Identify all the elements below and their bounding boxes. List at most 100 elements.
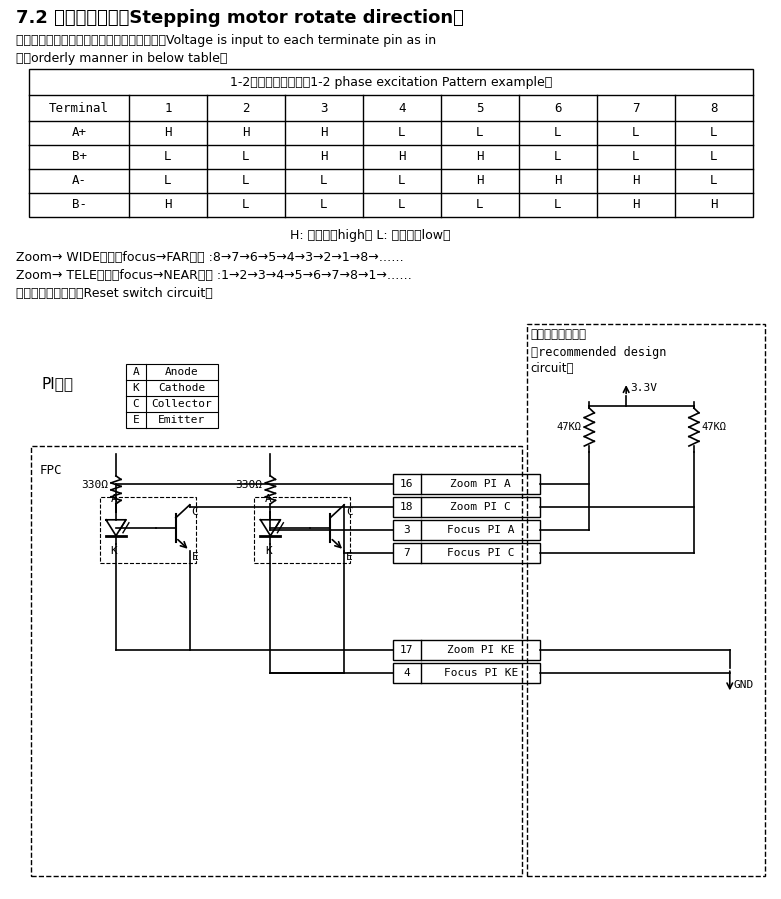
Bar <box>526 325 765 876</box>
Text: A: A <box>265 494 272 503</box>
Text: H: H <box>320 150 327 164</box>
Text: L: L <box>164 174 172 187</box>
Text: C: C <box>346 507 353 517</box>
Bar <box>100 497 196 563</box>
Bar <box>393 543 540 563</box>
Bar <box>255 497 350 563</box>
Text: B+: B+ <box>72 150 87 164</box>
Text: L: L <box>476 127 483 139</box>
Text: 330Ω: 330Ω <box>81 480 108 490</box>
Text: L: L <box>242 199 250 211</box>
Text: 复位开关电路（Reset switch circuit）: 复位开关电路（Reset switch circuit） <box>16 287 213 299</box>
Text: 330Ω: 330Ω <box>235 480 262 490</box>
Text: H: H <box>320 127 327 139</box>
Text: H: H <box>710 199 718 211</box>
Text: orderly manner in below table）: orderly manner in below table） <box>16 52 228 66</box>
Text: 6: 6 <box>554 102 562 114</box>
Bar <box>126 364 218 428</box>
Text: L: L <box>632 127 640 139</box>
Text: 1: 1 <box>164 102 172 114</box>
Text: L: L <box>398 127 405 139</box>
Text: B-: B- <box>72 199 87 211</box>
Text: L: L <box>398 199 405 211</box>
Text: Zoom→ WIDE方向，focus→FAR方向 :8→7→6→5→4→3→2→1→8→……: Zoom→ WIDE方向，focus→FAR方向 :8→7→6→5→4→3→2→… <box>16 251 404 263</box>
Text: GND: GND <box>734 681 754 690</box>
Bar <box>393 497 540 517</box>
Text: L: L <box>242 150 250 164</box>
Text: C: C <box>191 507 198 517</box>
Text: H: H <box>164 199 172 211</box>
Text: Focus PI KE: Focus PI KE <box>444 668 518 679</box>
Text: 8: 8 <box>710 102 718 114</box>
Text: H: H <box>554 174 562 187</box>
Text: 1-2相励磁模式示例（1-2 phase excitation Pattern example）: 1-2相励磁模式示例（1-2 phase excitation Pattern … <box>230 76 552 89</box>
Text: H: H <box>476 150 483 164</box>
Text: 7: 7 <box>404 547 410 557</box>
Bar <box>393 474 540 494</box>
Text: Cathode: Cathode <box>158 383 205 393</box>
Text: L: L <box>710 127 718 139</box>
Text: A: A <box>111 494 117 503</box>
Text: L: L <box>554 199 562 211</box>
Text: L: L <box>320 174 327 187</box>
Text: 17: 17 <box>400 645 414 655</box>
Bar <box>30 69 753 217</box>
Text: 7.2 步进电机转向（Stepping motor rotate direction）: 7.2 步进电机转向（Stepping motor rotate directi… <box>16 9 464 27</box>
Text: circuit）: circuit） <box>530 362 574 375</box>
Text: Collector: Collector <box>152 399 212 409</box>
Text: 推荐基板设计回路: 推荐基板设计回路 <box>530 328 587 342</box>
Text: Terminal: Terminal <box>49 102 109 114</box>
Text: L: L <box>476 199 483 211</box>
Text: 电压输入到每个端子的顺序方式见下表（Voltage is input to each terminate pin as in: 电压输入到每个端子的顺序方式见下表（Voltage is input to ea… <box>16 34 437 48</box>
Text: A: A <box>133 367 139 378</box>
Text: L: L <box>554 127 562 139</box>
Text: Anode: Anode <box>165 367 198 378</box>
Text: Focus PI A: Focus PI A <box>447 525 515 535</box>
Bar <box>393 663 540 683</box>
Text: H: H <box>242 127 250 139</box>
Text: E: E <box>133 415 139 425</box>
Text: 47KΩ: 47KΩ <box>702 422 727 432</box>
Text: L: L <box>710 150 718 164</box>
Text: A-: A- <box>72 174 87 187</box>
Text: E: E <box>191 552 198 562</box>
Text: A+: A+ <box>72 127 87 139</box>
Text: H: H <box>476 174 483 187</box>
Text: FPC: FPC <box>39 464 62 477</box>
Text: Zoom PI C: Zoom PI C <box>451 502 511 512</box>
Text: 16: 16 <box>400 479 414 489</box>
Text: 18: 18 <box>400 502 414 512</box>
Text: L: L <box>320 199 327 211</box>
Text: H: H <box>632 199 640 211</box>
Text: L: L <box>242 174 250 187</box>
Text: K: K <box>265 546 272 556</box>
Text: E: E <box>346 552 353 562</box>
Bar <box>393 520 540 539</box>
Text: 3.3V: 3.3V <box>630 383 657 393</box>
Text: L: L <box>164 150 172 164</box>
Text: C: C <box>133 399 139 409</box>
Text: L: L <box>554 150 562 164</box>
Text: H: H <box>398 150 405 164</box>
Text: H: 高电位（high） L: 低电位（low）: H: 高电位（high） L: 低电位（low） <box>290 228 451 242</box>
Text: 3: 3 <box>404 525 410 535</box>
Text: H: H <box>164 127 172 139</box>
Text: Zoom PI A: Zoom PI A <box>451 479 511 489</box>
Text: 2: 2 <box>242 102 250 114</box>
Text: 4: 4 <box>398 102 405 114</box>
Text: 7: 7 <box>632 102 640 114</box>
Text: L: L <box>710 174 718 187</box>
Text: L: L <box>632 150 640 164</box>
Text: 4: 4 <box>404 668 410 679</box>
Bar <box>31 446 522 876</box>
Text: Focus PI C: Focus PI C <box>447 547 515 557</box>
Text: L: L <box>398 174 405 187</box>
Text: H: H <box>632 174 640 187</box>
Text: 5: 5 <box>476 102 483 114</box>
Text: K: K <box>111 546 117 556</box>
Text: PI回路: PI回路 <box>41 376 73 391</box>
Text: Emitter: Emitter <box>158 415 205 425</box>
Text: 3: 3 <box>320 102 327 114</box>
Text: （recommended design: （recommended design <box>530 346 666 360</box>
Text: K: K <box>133 383 139 393</box>
